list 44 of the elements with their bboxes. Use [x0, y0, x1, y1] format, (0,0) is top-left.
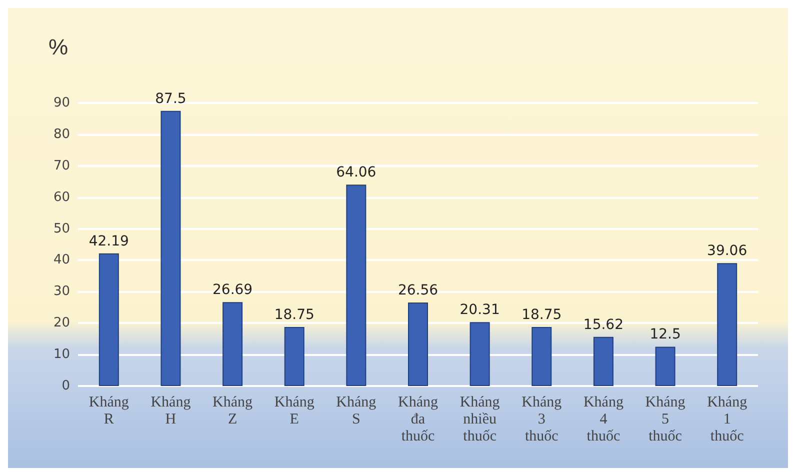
x-tick-label: Kháng đa thuốc — [398, 394, 438, 444]
bar — [470, 322, 490, 386]
bar — [408, 302, 428, 386]
y-tick-label: 80 — [53, 126, 70, 142]
data-label: 15.62 — [583, 316, 624, 333]
y-axis-title: % — [48, 34, 68, 60]
bar — [160, 110, 181, 386]
y-tick-label: 0 — [62, 378, 70, 394]
data-label: 26.69 — [212, 282, 253, 298]
x-tick-label: Kháng 5 thuốc — [645, 394, 686, 444]
data-label: 12.5 — [650, 326, 681, 343]
data-label: 18.75 — [522, 307, 562, 324]
data-label: 87.5 — [155, 90, 186, 107]
bar — [284, 327, 304, 386]
data-label: 26.56 — [398, 282, 438, 298]
x-tick-label: Kháng H — [150, 394, 192, 428]
y-tick-label: 90 — [53, 96, 70, 110]
data-label: 39.06 — [707, 243, 748, 260]
y-tick-label: 20 — [53, 316, 70, 331]
x-tick-label: Kháng Z — [212, 394, 254, 428]
y-tick-label: 70 — [53, 158, 70, 174]
data-label: 18.75 — [274, 307, 314, 324]
y-tick-label: 30 — [53, 284, 70, 300]
x-tick-label: Kháng 1 thuốc — [707, 394, 748, 444]
x-tick-label: Kháng 4 thuốc — [583, 394, 624, 444]
data-label: 42.19 — [88, 233, 129, 250]
bar — [222, 302, 243, 386]
x-tick-label: Kháng R — [88, 394, 130, 428]
bar — [346, 184, 366, 386]
data-label: 20.31 — [460, 302, 500, 318]
x-tick-label: Kháng 3 thuốc — [522, 394, 562, 444]
bar — [717, 263, 738, 386]
y-tick-label: 50 — [53, 221, 70, 236]
y-tick-label: 10 — [53, 347, 70, 362]
x-tick-label: Kháng S — [336, 394, 377, 428]
bar — [98, 253, 119, 386]
y-tick-label: 60 — [53, 190, 70, 205]
bar — [655, 346, 676, 386]
y-tick-label: 40 — [53, 252, 70, 268]
bar — [532, 327, 552, 386]
x-tick-label: Kháng E — [274, 394, 315, 428]
x-tick-label: Kháng nhiều thuốc — [460, 394, 500, 444]
bar — [593, 336, 614, 386]
data-label: 64.06 — [336, 164, 376, 181]
